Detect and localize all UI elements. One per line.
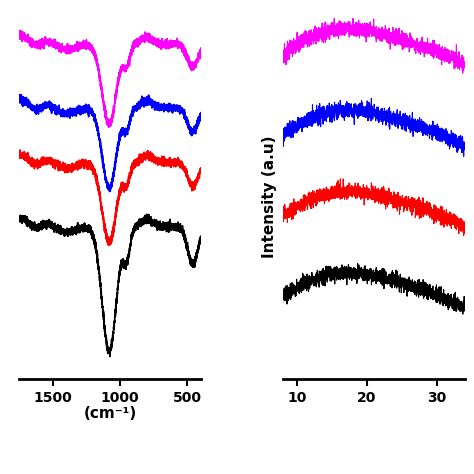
Y-axis label: Intensity (a.u): Intensity (a.u) — [262, 136, 277, 258]
X-axis label: (cm⁻¹): (cm⁻¹) — [83, 406, 137, 421]
